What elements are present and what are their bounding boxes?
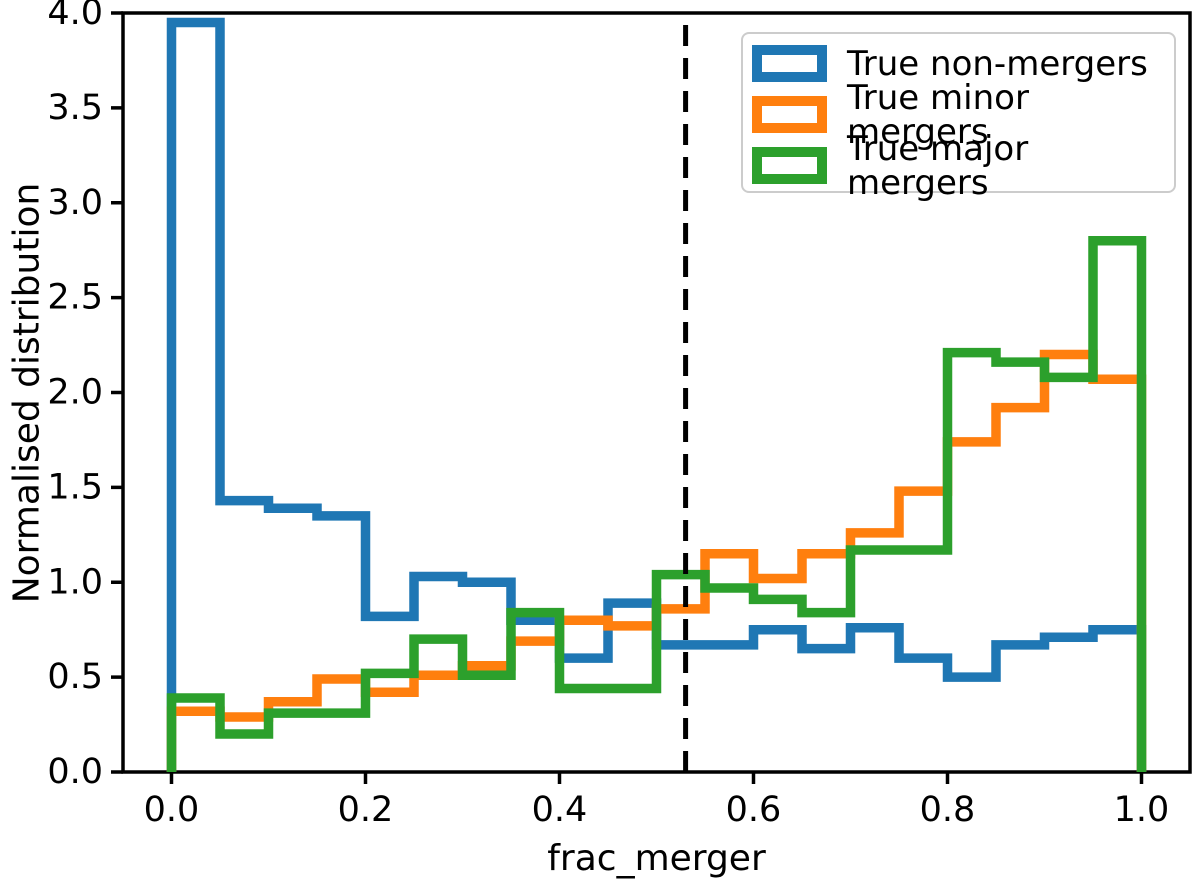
- y-tick-label: 4.0: [47, 0, 103, 33]
- legend-label-true-non-mergers: True non-mergers: [847, 43, 1148, 84]
- y-tick-label: 2.0: [47, 373, 103, 413]
- x-tick-label: 0.4: [532, 790, 588, 830]
- legend-item-true-non-mergers: True non-mergers: [752, 38, 1174, 89]
- legend-swatch-true-major-mergers: [752, 147, 827, 184]
- x-axis-label: frac_merger: [547, 838, 766, 879]
- legend-swatch-true-minor-mergers: [752, 96, 827, 133]
- x-tick-label: 0.8: [920, 790, 976, 830]
- x-tick-label: 0.6: [726, 790, 782, 830]
- x-tick-label: 0.2: [338, 790, 394, 830]
- y-tick-label: 3.5: [47, 88, 103, 128]
- legend-label-true-minor-mergers: True minor mergers: [847, 77, 1029, 152]
- y-tick-label: 3.0: [47, 183, 103, 223]
- plot-frame: [121, 11, 1192, 774]
- x-tick-label: 1.0: [1114, 790, 1170, 830]
- legend: True non-mergers True minor mergers True…: [741, 32, 1176, 200]
- y-tick-label: 1.5: [47, 467, 103, 507]
- y-tick-label: 0.5: [47, 657, 103, 697]
- legend-label-true-major-mergers: True major mergers: [847, 128, 1029, 203]
- y-axis-label: Normalised distribution: [6, 182, 48, 604]
- series-true-major-mergers: [166, 235, 1147, 772]
- legend-swatch-true-non-mergers: [752, 45, 827, 82]
- y-tick-label: 2.5: [47, 278, 103, 318]
- legend-item-true-major-mergers: True major mergers: [752, 132, 1174, 200]
- y-tick-label: 0.0: [47, 752, 103, 792]
- y-tick-label: 1.0: [47, 562, 103, 602]
- x-tick-label: 0.0: [144, 790, 200, 830]
- legend-item-true-minor-mergers: True minor mergers: [752, 81, 1174, 149]
